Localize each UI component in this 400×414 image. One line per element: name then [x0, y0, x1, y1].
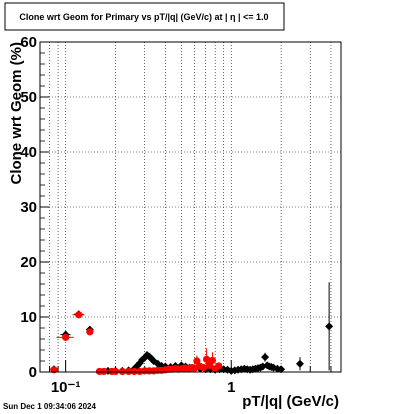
data-point-circle	[118, 367, 126, 376]
grid-lines	[40, 42, 341, 372]
data-markers	[49, 310, 334, 376]
x-tick-labels: 10⁻¹ 1	[51, 379, 236, 396]
data-point-circle	[215, 362, 223, 370]
y-tick-label: 40	[20, 144, 37, 161]
y-tick-label: 20	[20, 254, 37, 271]
data-point-circle	[111, 367, 120, 376]
plot-area	[39, 41, 342, 376]
data-point-circle	[86, 328, 94, 336]
y-tick-label: 0	[29, 364, 37, 381]
y-tick-label: 50	[20, 89, 37, 106]
title-box-border	[4, 2, 285, 31]
data-point-diamond	[325, 322, 334, 331]
y-tick-label: 10	[20, 309, 37, 326]
x-tick-label: 1	[227, 379, 235, 396]
data-point-circle	[203, 355, 211, 363]
x-tick-label: 10⁻¹	[51, 379, 81, 396]
timestamp-footer: Sun Dec 1 09:34:06 2024	[3, 402, 96, 411]
data-point-diamond	[261, 353, 270, 362]
data-point-circle	[190, 364, 199, 372]
data-point-circle	[125, 367, 133, 376]
data-point-diamond	[295, 359, 304, 368]
data-point-circle	[100, 367, 108, 376]
y-tick-labels: 0 10 20 30 40 50 60	[20, 34, 37, 381]
x-axis-title: pT/|q| (GeV/c)	[242, 393, 339, 410]
data-point-circle	[199, 364, 208, 372]
data-point-circle	[208, 356, 217, 365]
title-box: Clone wrt Geom for Primary vs pT/|q| (Ge…	[4, 2, 285, 31]
y-axis-title: Clone wrt Geom (%)	[8, 42, 25, 185]
data-point-circle	[130, 367, 138, 376]
y-tick-label: 30	[20, 199, 37, 216]
data-point-circle	[62, 333, 70, 341]
data-point-circle	[75, 311, 83, 319]
plot-frame	[39, 41, 342, 373]
data-point-circle	[193, 357, 201, 365]
data-point-diamond	[277, 365, 286, 374]
y-tick-label: 60	[20, 34, 37, 51]
chart-title: Clone wrt Geom for Primary vs pT/|q| (Ge…	[19, 12, 268, 22]
